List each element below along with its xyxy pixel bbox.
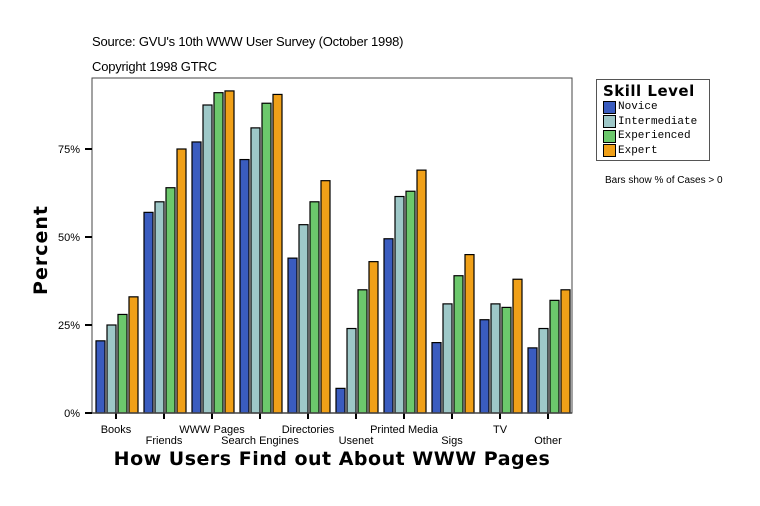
legend-item-experienced: Experienced [603,129,709,144]
legend: Skill Level Novice Intermediate Experien… [596,79,710,161]
x-tick-label: TV [493,424,508,436]
bar-novice [95,340,106,414]
legend-item-novice: Novice [603,100,709,115]
x-tick-label: Directories [282,424,335,436]
bar-expert [416,169,427,414]
bar-novice [335,387,346,414]
bar-intermediate [538,327,549,414]
x-tick-label: Usenet [339,435,374,447]
bar-experienced [165,187,176,414]
legend-title: Skill Level [603,82,695,100]
bar-experienced [117,313,128,414]
bar-intermediate [442,303,453,414]
bar-experienced [501,306,512,414]
bar-expert [368,261,379,414]
y-axis-title: Percent [30,205,52,295]
bar-experienced [357,289,368,414]
bar-novice [239,158,250,414]
legend-item-intermediate: Intermediate [603,115,709,130]
bar-novice [191,141,202,414]
bar-intermediate [394,195,405,414]
bar-experienced [213,92,224,414]
bar-expert [464,254,475,414]
bar-novice [383,238,394,414]
bar-intermediate [154,201,165,414]
x-axis-title: How Users Find out About WWW Pages [114,448,551,470]
bar-novice [527,347,538,414]
bar-expert [176,148,187,414]
bar-expert [320,180,331,414]
bar-intermediate [490,303,501,414]
swatch-intermediate [603,115,616,129]
bar-intermediate [106,324,117,414]
legend-item-expert: Expert [603,144,709,159]
x-tick-label: WWW Pages [179,424,245,436]
bar-experienced [453,275,464,414]
bar-expert [272,93,283,414]
x-tick-label: Friends [146,435,183,447]
bar-intermediate [346,327,357,414]
bar-intermediate [250,127,261,414]
swatch-novice [603,100,616,114]
bar-novice [431,342,442,414]
bar-intermediate [202,104,213,414]
bar-expert [512,278,523,414]
x-tick-label: Books [101,424,132,436]
bar-expert [128,296,139,414]
x-tick-label: Sigs [441,435,463,447]
bar-novice [287,257,298,414]
bar-experienced [405,190,416,414]
bar-experienced [261,102,272,414]
y-tick-label: 50% [58,232,80,244]
swatch-expert [603,144,616,158]
bar-novice [143,211,154,414]
y-tick-label: 0% [64,408,80,420]
copyright-caption: Copyright 1998 GTRC [92,59,217,74]
bar-novice [479,319,490,414]
bar-experienced [309,201,320,414]
bar-experienced [549,299,560,414]
source-caption: Source: GVU's 10th WWW User Survey (Octo… [92,34,404,49]
bar-expert [560,289,571,414]
x-tick-label: Search Engines [221,435,299,447]
x-tick-label: Other [534,435,562,447]
swatch-experienced [603,129,616,143]
bar-intermediate [298,224,309,414]
x-tick-label: Printed Media [370,424,439,436]
bar-expert [224,90,235,414]
cases-note: Bars show % of Cases > 0 [605,175,723,186]
y-tick-label: 75% [58,144,80,156]
y-tick-label: 25% [58,320,80,332]
